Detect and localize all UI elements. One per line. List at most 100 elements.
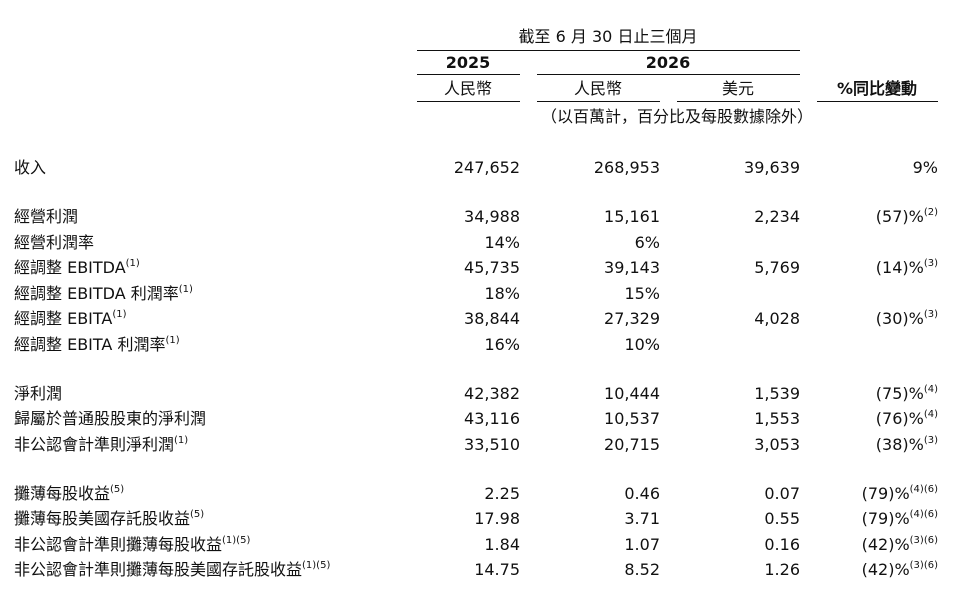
footnote-ref: (5) — [110, 483, 125, 495]
change-cell: 9% — [913, 158, 938, 178]
value-cell: 268,953 — [593, 158, 660, 177]
footnote-ref: (4)(6) — [909, 483, 938, 495]
rule — [677, 101, 800, 102]
change-text: (79)% — [861, 483, 910, 503]
rule — [417, 50, 800, 51]
value-cell: 10,537 — [604, 409, 660, 428]
change-cell: (79)%(4)(6) — [862, 509, 938, 529]
footnote-ref: (4)(6) — [909, 509, 938, 520]
change-text: (76)% — [875, 409, 924, 428]
row-label: 攤薄每股收益(5) — [14, 484, 124, 504]
change-text: (57)% — [875, 207, 924, 226]
value-cell: 0.55 — [764, 509, 800, 528]
footnote-ref: (3) — [923, 434, 938, 446]
footnote-ref: (3) — [923, 309, 938, 320]
value-cell: 27,329 — [604, 309, 660, 328]
change-text: (75)% — [875, 383, 924, 403]
value-cell: 3.71 — [624, 509, 660, 528]
value-cell: 39,143 — [604, 258, 660, 277]
change-cell: (42)%(3)(6) — [862, 560, 938, 580]
row-label: 歸屬於普通股股東的淨利潤 — [14, 409, 206, 429]
change-text: (30)% — [875, 309, 924, 328]
unit-note: （以百萬計，百分比及每股數據除外） — [540, 107, 814, 126]
value-cell: 8.52 — [624, 560, 660, 579]
change-cell: (79)%(4)(6) — [862, 484, 938, 504]
row-label: 非公認會計準則攤薄每股收益(1)(5) — [14, 535, 250, 555]
footnote-ref: (1) — [178, 283, 193, 295]
value-cell: 6% — [634, 232, 660, 252]
change-cell: (75)%(4) — [876, 384, 938, 404]
row-label: 收入 — [14, 158, 46, 178]
value-cell: 1,553 — [754, 409, 800, 428]
value-cell: 0.46 — [624, 483, 660, 503]
value-cell: 39,639 — [744, 158, 800, 177]
change-cell: (57)%(2) — [876, 207, 938, 227]
change-text: (42)% — [861, 534, 910, 554]
label-text: 攤薄每股美國存託股收益 — [14, 509, 191, 528]
footnote-ref: (5) — [190, 509, 205, 520]
value-cell: 0.16 — [764, 534, 800, 554]
label-text: 經營利潤率 — [14, 232, 95, 252]
value-cell: 1.84 — [484, 534, 520, 554]
value-cell: 10% — [624, 334, 660, 354]
footnote-ref: (1) — [125, 258, 140, 269]
label-text: 非公認會計準則攤薄每股收益 — [14, 534, 223, 554]
label-text: 經營利潤 — [14, 207, 79, 226]
value-cell: 2.25 — [484, 483, 520, 503]
change-text: 9% — [912, 158, 938, 177]
value-cell: 247,652 — [453, 158, 520, 177]
rule — [537, 74, 800, 75]
value-cell: 45,735 — [464, 258, 520, 277]
row-label: 攤薄每股美國存託股收益(5) — [14, 509, 204, 529]
value-cell: 2,234 — [754, 207, 800, 226]
footnote-ref: (3)(6) — [909, 534, 938, 546]
label-text: 經調整 EBITA 利潤率 — [14, 334, 166, 354]
row-label: 經調整 EBITA 利潤率(1) — [14, 335, 180, 355]
value-cell: 14% — [484, 232, 520, 252]
row-label: 經調整 EBITDA 利潤率(1) — [14, 284, 193, 304]
rule — [537, 101, 660, 102]
value-cell: 15,161 — [604, 207, 660, 226]
currency-header: 人民幣 — [573, 79, 623, 98]
value-cell: 20,715 — [604, 434, 660, 454]
footnote-ref: (3) — [923, 258, 938, 269]
value-cell: 33,510 — [464, 434, 520, 454]
value-cell: 17.98 — [474, 509, 520, 528]
value-cell: 1.26 — [764, 560, 800, 579]
value-cell: 16% — [484, 334, 520, 354]
currency-header: 美元 — [721, 79, 755, 98]
footnote-ref: (1) — [165, 334, 180, 346]
value-cell: 0.07 — [764, 483, 800, 503]
row-label: 非公認會計準則淨利潤(1) — [14, 435, 188, 455]
value-cell: 1,539 — [754, 383, 800, 403]
change-cell: (14)%(3) — [876, 258, 938, 278]
footnote-ref: (4) — [923, 409, 938, 420]
footnote-ref: (3)(6) — [909, 560, 938, 571]
value-cell: 1.07 — [624, 534, 660, 554]
change-text: (42)% — [861, 560, 910, 579]
row-label: 經調整 EBITDA(1) — [14, 258, 140, 278]
change-cell: (42)%(3)(6) — [862, 535, 938, 555]
row-label: 經營利潤 — [14, 207, 78, 227]
year-header: 2025 — [445, 53, 491, 72]
value-cell: 43,116 — [464, 409, 520, 428]
change-header: %同比變動 — [836, 79, 918, 98]
value-cell: 3,053 — [754, 434, 800, 454]
change-text: (38)% — [875, 434, 924, 454]
label-text: 經調整 EBITDA — [14, 258, 126, 277]
rule — [417, 74, 520, 75]
value-cell: 5,769 — [754, 258, 800, 277]
footnote-ref: (1)(5) — [302, 560, 331, 571]
value-cell: 10,444 — [604, 383, 660, 403]
footnote-ref: (1)(5) — [222, 534, 251, 546]
row-label: 淨利潤 — [14, 384, 62, 404]
footnote-ref: (4) — [923, 383, 938, 395]
value-cell: 34,988 — [464, 207, 520, 226]
value-cell: 38,844 — [464, 309, 520, 328]
year-header: 2026 — [645, 53, 691, 72]
footnote-ref: (1) — [174, 434, 189, 446]
label-text: 非公認會計準則淨利潤 — [14, 434, 175, 454]
label-text: 收入 — [14, 158, 47, 177]
label-text: 經調整 EBITA — [14, 309, 113, 328]
